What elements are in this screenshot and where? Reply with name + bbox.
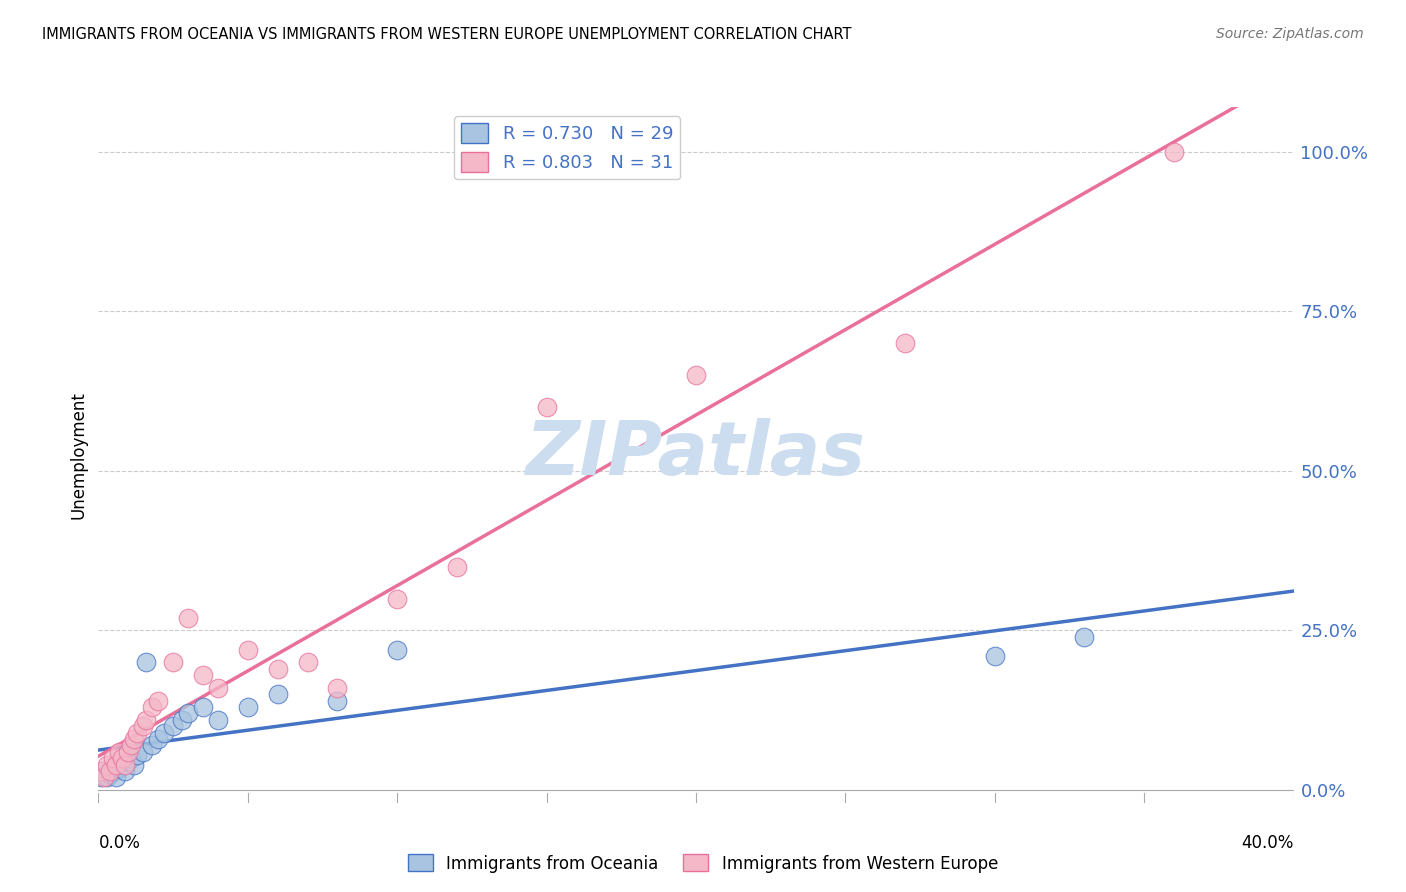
Point bbox=[1163, 145, 1185, 159]
Point bbox=[103, 751, 125, 765]
Text: 40.0%: 40.0% bbox=[1241, 834, 1294, 852]
Point bbox=[141, 739, 163, 753]
Text: 0.0%: 0.0% bbox=[98, 834, 141, 852]
Point bbox=[120, 751, 142, 765]
Point bbox=[162, 656, 184, 670]
Point bbox=[93, 770, 115, 784]
Point bbox=[191, 700, 214, 714]
Point bbox=[207, 681, 229, 695]
Point bbox=[105, 770, 128, 784]
Point bbox=[267, 687, 290, 701]
Point bbox=[191, 668, 214, 682]
Point bbox=[100, 767, 122, 781]
Point bbox=[117, 754, 139, 768]
Point bbox=[141, 700, 163, 714]
Point bbox=[135, 713, 157, 727]
Point bbox=[148, 731, 170, 746]
Point bbox=[120, 739, 142, 753]
Point bbox=[536, 400, 558, 414]
Point bbox=[114, 757, 136, 772]
Point bbox=[105, 757, 128, 772]
Point bbox=[90, 764, 112, 778]
Point bbox=[1073, 630, 1095, 644]
Point bbox=[132, 745, 155, 759]
Point bbox=[236, 700, 259, 714]
Point bbox=[114, 764, 136, 778]
Point bbox=[162, 719, 184, 733]
Point bbox=[385, 591, 409, 606]
Point bbox=[103, 764, 125, 778]
Point bbox=[326, 681, 349, 695]
Point bbox=[894, 336, 917, 351]
Point bbox=[132, 719, 155, 733]
Point bbox=[96, 757, 118, 772]
Point bbox=[446, 559, 468, 574]
Point bbox=[236, 642, 259, 657]
Point bbox=[124, 757, 146, 772]
Point bbox=[153, 725, 176, 739]
Point bbox=[297, 656, 319, 670]
Point bbox=[127, 725, 149, 739]
Point bbox=[108, 745, 131, 759]
Point bbox=[177, 706, 200, 721]
Point bbox=[96, 770, 118, 784]
Legend: Immigrants from Oceania, Immigrants from Western Europe: Immigrants from Oceania, Immigrants from… bbox=[401, 847, 1005, 880]
Point bbox=[117, 745, 139, 759]
Point bbox=[90, 770, 112, 784]
Point bbox=[93, 764, 115, 778]
Point bbox=[984, 648, 1007, 663]
Point bbox=[135, 656, 157, 670]
Text: Source: ZipAtlas.com: Source: ZipAtlas.com bbox=[1216, 27, 1364, 41]
Y-axis label: Unemployment: Unemployment bbox=[69, 391, 87, 519]
Point bbox=[111, 751, 134, 765]
Point bbox=[326, 694, 349, 708]
Point bbox=[127, 747, 149, 762]
Point bbox=[108, 761, 131, 775]
Point bbox=[685, 368, 707, 383]
Point bbox=[385, 642, 409, 657]
Point bbox=[124, 731, 146, 746]
Point bbox=[207, 713, 229, 727]
Legend: R = 0.730   N = 29, R = 0.803   N = 31: R = 0.730 N = 29, R = 0.803 N = 31 bbox=[454, 116, 681, 179]
Point bbox=[172, 713, 194, 727]
Point bbox=[148, 694, 170, 708]
Text: IMMIGRANTS FROM OCEANIA VS IMMIGRANTS FROM WESTERN EUROPE UNEMPLOYMENT CORRELATI: IMMIGRANTS FROM OCEANIA VS IMMIGRANTS FR… bbox=[42, 27, 852, 42]
Point bbox=[177, 610, 200, 624]
Point bbox=[111, 757, 134, 772]
Point bbox=[100, 764, 122, 778]
Text: ZIPatlas: ZIPatlas bbox=[526, 418, 866, 491]
Point bbox=[267, 662, 290, 676]
